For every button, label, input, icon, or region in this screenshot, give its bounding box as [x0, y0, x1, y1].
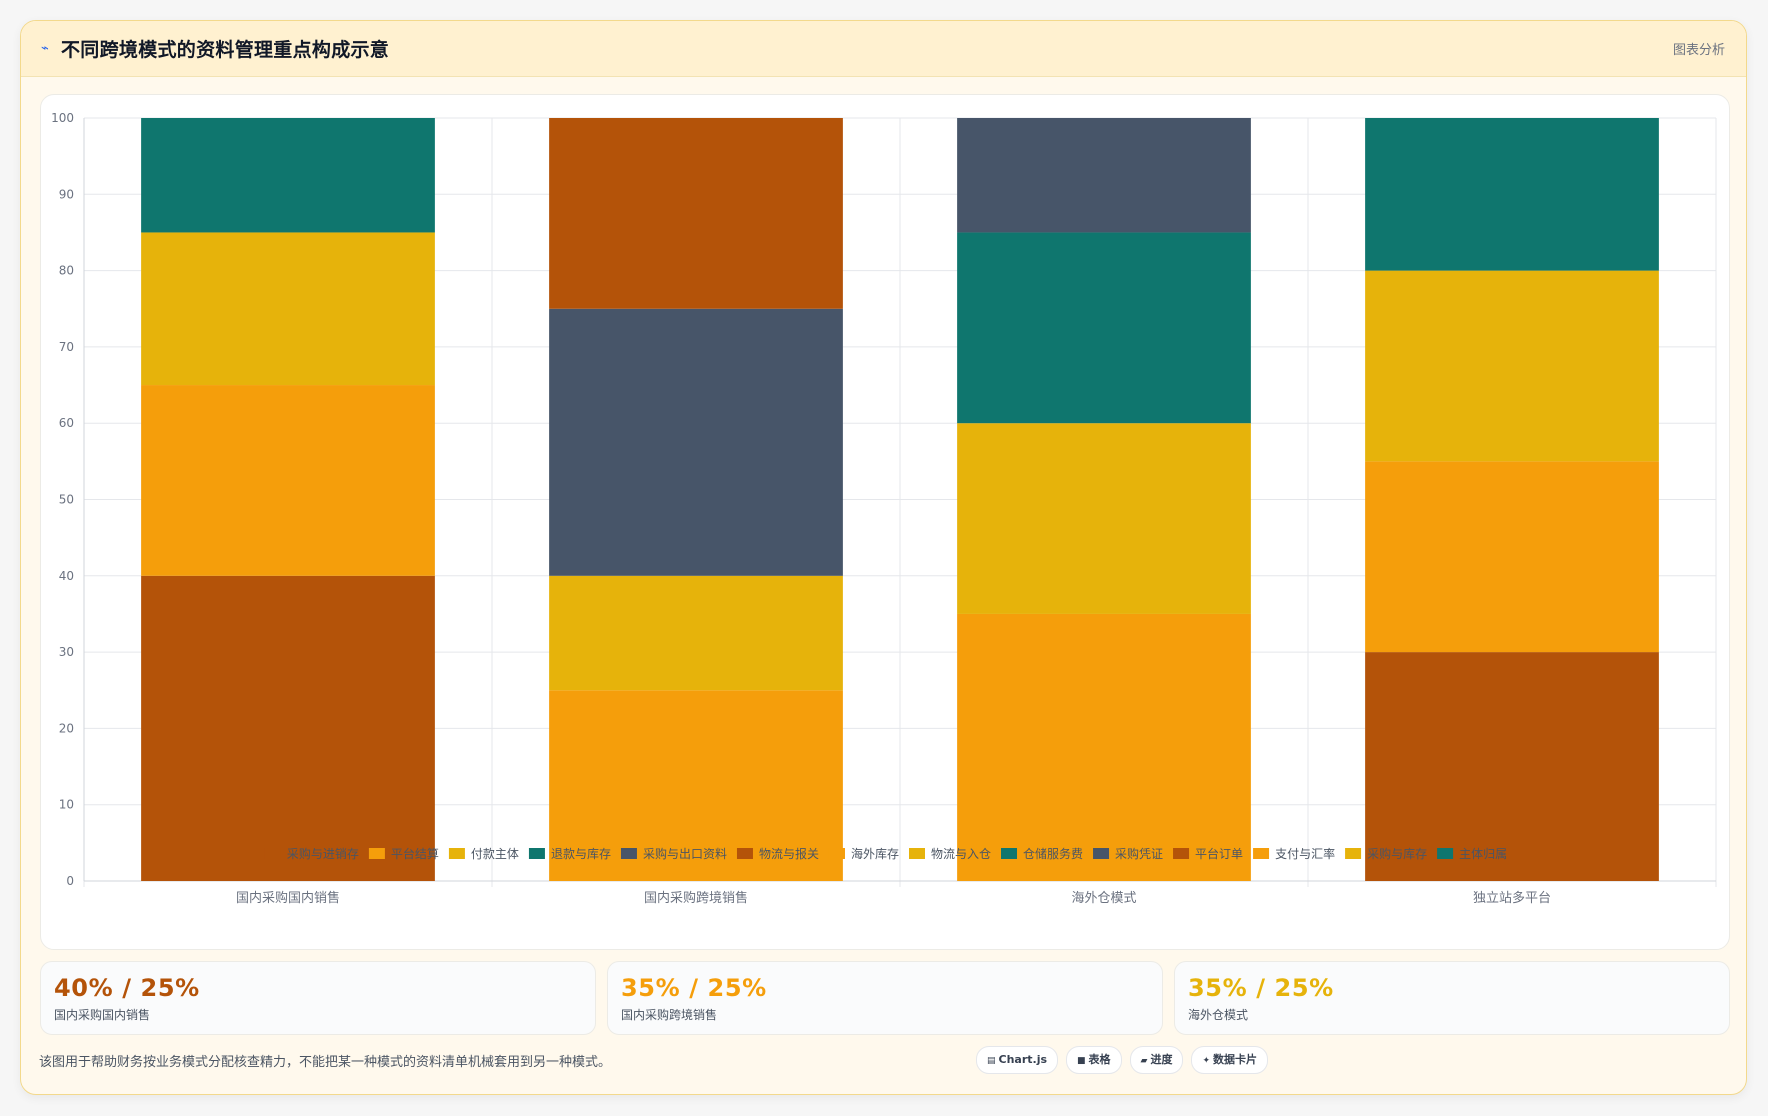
- x-tick-label: 国内采购跨境销售: [644, 890, 748, 906]
- y-tick-label: 50: [59, 493, 74, 507]
- legend-swatch: [1253, 848, 1270, 859]
- stat-value: 40% / 25%: [54, 974, 200, 1002]
- bar-segment: [141, 232, 435, 386]
- x-tick-label: 国内采购国内销售: [236, 890, 340, 906]
- legend-label: 采购凭证: [1115, 846, 1163, 861]
- legend-label: 付款主体: [471, 847, 519, 861]
- bar-segment: [1365, 461, 1659, 653]
- legend-label: 平台订单: [1195, 846, 1243, 861]
- chip-progress[interactable]: ▰ 进度: [1129, 1046, 1184, 1074]
- y-tick-label: 60: [59, 416, 74, 430]
- legend-swatch: [1093, 848, 1110, 859]
- chip-data-card[interactable]: ✦ 数据卡片: [1191, 1046, 1269, 1074]
- legend-label: 支付与汇率: [1275, 846, 1335, 861]
- footer-note: 该图用于帮助财务按业务模式分配核查精力，不能把某一种模式的资料清单机械套用到另一…: [39, 1055, 612, 1070]
- chart-line-icon: ⌁: [41, 41, 49, 56]
- legend-label: 物流与入仓: [931, 847, 991, 861]
- y-tick-label: 100: [51, 111, 74, 125]
- bar-segment: [957, 613, 1251, 881]
- legend-label: 采购与出口资料: [643, 846, 727, 861]
- legend-swatch: [264, 848, 281, 859]
- chart-analysis-label[interactable]: 图表分析: [1672, 43, 1725, 58]
- legend-label: 平台结算: [391, 846, 439, 861]
- stat-value: 35% / 25%: [1188, 974, 1334, 1002]
- stat-label: 国内采购跨境销售: [621, 1008, 718, 1022]
- table-icon: ■: [1077, 1056, 1086, 1066]
- legend-swatch: [828, 848, 845, 859]
- stat-label: 国内采购国内销售: [54, 1008, 151, 1022]
- stacked-bar-chart: 0 10 20 30 40 50 60 70 80 90 100 国内采购国内销售 国内采购跨境销售 海外…: [51, 111, 1717, 906]
- chip-chartjs[interactable]: ▤ Chart.js: [976, 1046, 1059, 1074]
- stat-card: 40% / 25% 国内采购国内销售: [40, 961, 596, 1035]
- legend-swatch: [909, 848, 925, 859]
- y-tick-label: 30: [59, 645, 74, 659]
- bar-segment: [141, 118, 435, 233]
- y-tick-label: 20: [59, 721, 74, 735]
- y-tick-label: 80: [59, 264, 74, 278]
- chip-label: 进度: [1150, 1053, 1173, 1066]
- legend-swatch: [1345, 848, 1362, 859]
- bar-segment: [549, 118, 843, 309]
- legend-swatch: [1173, 848, 1190, 859]
- chart-panel: 0 10 20 30 40 50 60 70 80 90 100 国内采购国内销售 国内采购跨境销售 海外…: [40, 94, 1730, 950]
- legend-swatch: [736, 848, 753, 859]
- card-header: ⌁ 不同跨境模式的资料管理重点构成示意 图表分析: [21, 21, 1746, 77]
- bar-segment: [549, 308, 843, 576]
- footer-chips: ▤ Chart.js ■ 表格 ▰ 进度 ✦ 数据卡片: [976, 1046, 1269, 1074]
- legend-swatch: [620, 848, 637, 859]
- legend-swatch: [368, 848, 385, 859]
- chip-table[interactable]: ■ 表格: [1066, 1046, 1122, 1074]
- chip-label: 表格: [1088, 1053, 1111, 1066]
- bar-segment: [549, 575, 843, 691]
- legend-swatch: [1437, 848, 1454, 859]
- y-tick-label: 10: [59, 798, 74, 812]
- bar-segment: [957, 118, 1251, 233]
- legend-label: 主体归属: [1459, 847, 1507, 861]
- legend-swatch: [1001, 848, 1018, 859]
- y-tick-label: 40: [59, 569, 74, 583]
- legend-label: 仓储服务费: [1023, 846, 1083, 861]
- legend-label: 采购与进销存: [287, 846, 359, 861]
- legend-label: 采购与库存: [1367, 846, 1427, 861]
- stats-row: 40% / 25% 国内采购国内销售 35% / 25% 国内采购跨境销售 35…: [40, 961, 1730, 1035]
- progress-icon: ▰: [1140, 1056, 1148, 1066]
- x-tick-label: 海外仓模式: [1071, 891, 1136, 906]
- y-tick-label: 0: [66, 874, 74, 888]
- chip-label: Chart.js: [998, 1053, 1048, 1066]
- bar-segment: [141, 385, 435, 576]
- y-tick-label: 70: [59, 340, 74, 354]
- chart-card: ⌁ 不同跨境模式的资料管理重点构成示意 图表分析 0 10 20 30 40 50 60 70…: [20, 20, 1747, 1095]
- stat-value: 35% / 25%: [621, 974, 767, 1002]
- y-tick-label: 90: [59, 187, 74, 201]
- legend-swatch: [528, 848, 545, 859]
- chip-label: 数据卡片: [1213, 1053, 1258, 1066]
- bar-segment: [1365, 652, 1659, 881]
- bar-segment: [549, 690, 843, 881]
- bar-segment: [957, 423, 1251, 614]
- bar-segment: [1365, 118, 1659, 271]
- legend-swatch: [448, 848, 465, 859]
- chart-icon: ▤: [987, 1056, 996, 1066]
- bar-segment: [957, 232, 1251, 424]
- x-tick-label: 独立站多平台: [1473, 890, 1551, 906]
- stat-label: 海外仓模式: [1188, 1008, 1249, 1022]
- card-icon: ✦: [1202, 1056, 1211, 1066]
- legend-label: 退款与库存: [551, 846, 611, 861]
- stat-card: 35% / 25% 海外仓模式: [1174, 961, 1730, 1035]
- bar-segment: [141, 575, 435, 881]
- page-title: 不同跨境模式的资料管理重点构成示意: [61, 39, 390, 61]
- legend-label: 物流与报关: [759, 846, 819, 861]
- legend-label: 海外库存: [851, 846, 899, 861]
- bar-segment: [1365, 270, 1659, 462]
- stat-card: 35% / 25% 国内采购跨境销售: [607, 961, 1163, 1035]
